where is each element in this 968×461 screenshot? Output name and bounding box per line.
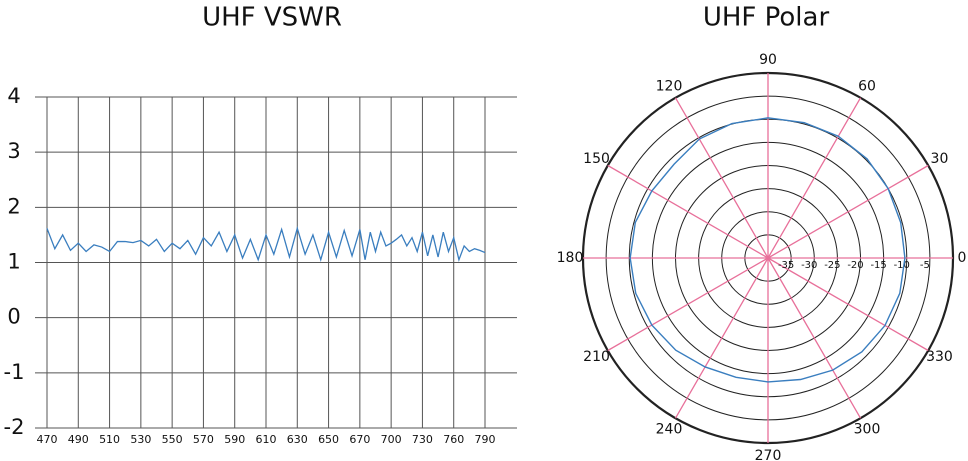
grid-spoke: [607, 164, 769, 259]
y-tick-label: 3: [7, 139, 20, 163]
radial-tick-label: -5: [920, 260, 930, 271]
angle-tick-label: 180: [557, 250, 584, 266]
grid-spoke: [607, 257, 769, 352]
radial-tick-label: -10: [894, 260, 910, 271]
angle-tick-label: 30: [931, 151, 949, 167]
y-tick-label: 1: [7, 250, 20, 274]
x-tick-label: 790: [475, 433, 496, 446]
y-tick-label: -1: [4, 360, 25, 384]
grid-spoke: [674, 257, 769, 419]
angle-tick-label: 150: [583, 151, 610, 167]
y-tick-label: -2: [4, 415, 25, 439]
radial-tick-label: -30: [801, 260, 817, 271]
x-tick-label: 550: [162, 433, 183, 446]
angle-tick-label: 240: [656, 421, 683, 437]
x-tick-label: 570: [193, 433, 214, 446]
grid-spoke: [767, 257, 862, 419]
radial-tick-label: -15: [870, 260, 886, 271]
x-tick-label: 510: [99, 433, 120, 446]
x-tick-label: 590: [224, 433, 245, 446]
angle-tick-label: 300: [854, 421, 881, 437]
angle-tick-label: 210: [583, 349, 610, 365]
x-tick-label: 490: [68, 433, 89, 446]
y-tick-label: 4: [7, 84, 20, 108]
x-tick-label: 470: [37, 433, 58, 446]
x-tick-label: 670: [349, 433, 370, 446]
chart-title: UHF Polar: [703, 3, 830, 33]
pattern-line: [629, 117, 906, 383]
y-tick-label: 0: [7, 305, 20, 329]
angle-tick-label: 90: [759, 52, 777, 68]
angle-tick-label: 120: [656, 79, 683, 95]
grid-spoke: [767, 257, 929, 352]
grid-spoke: [674, 97, 769, 259]
angle-tick-label: 0: [958, 250, 967, 266]
angle-tick-label: 60: [858, 79, 876, 95]
x-tick-label: 730: [412, 433, 433, 446]
radial-tick-label: -20: [847, 260, 863, 271]
radial-tick-label: -35: [778, 260, 794, 271]
angle-tick-label: 270: [755, 448, 782, 461]
x-tick-label: 630: [287, 433, 308, 446]
y-tick-label: 2: [7, 194, 20, 218]
grid-spoke: [767, 164, 929, 259]
x-tick-label: 530: [130, 433, 151, 446]
grid-spoke: [767, 97, 862, 259]
angle-tick-label: 330: [926, 349, 953, 365]
x-tick-label: 650: [318, 433, 339, 446]
data-line: [46, 225, 486, 263]
radial-tick-label: -25: [824, 260, 840, 271]
x-tick-label: 610: [256, 433, 277, 446]
x-tick-label: 700: [381, 433, 402, 446]
chart-title: UHF VSWR: [202, 3, 342, 33]
x-tick-label: 760: [443, 433, 464, 446]
